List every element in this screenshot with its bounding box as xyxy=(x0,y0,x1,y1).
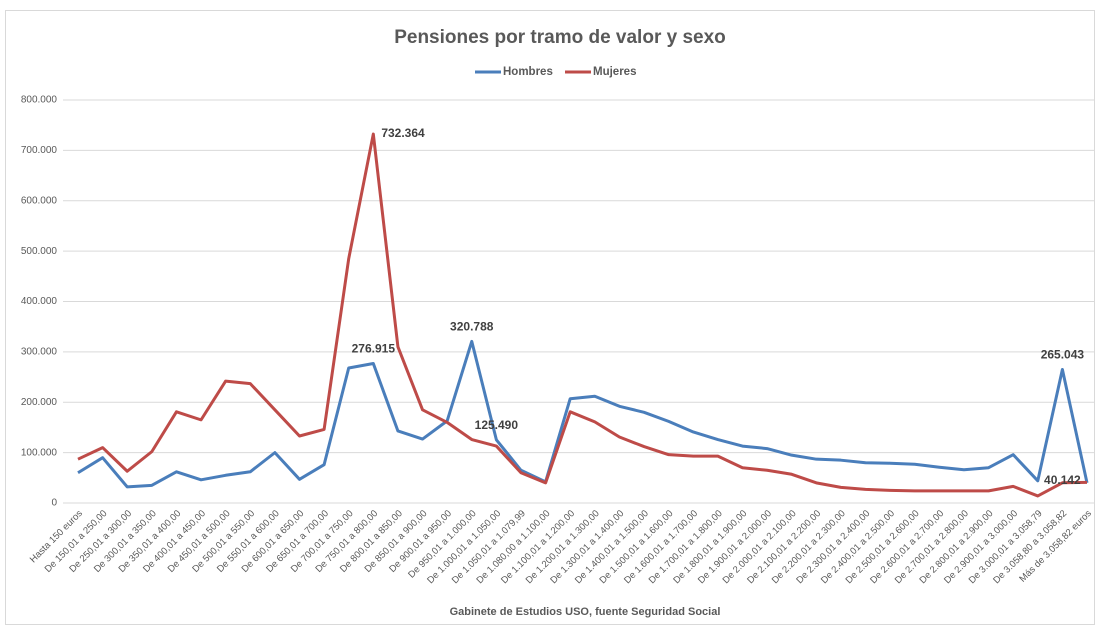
source-note: Gabinete de Estudios USO, fuente Segurid… xyxy=(450,606,721,618)
chart-title: Pensiones por tramo de valor y sexo xyxy=(394,27,726,48)
y-tick-label: 400.000 xyxy=(21,296,58,307)
y-tick-label: 0 xyxy=(51,498,57,509)
data-label: 265.043 xyxy=(1041,348,1085,362)
data-label: 40.142 xyxy=(1044,473,1081,487)
data-label: 732.364 xyxy=(381,126,425,140)
y-tick-label: 100.000 xyxy=(21,447,58,458)
y-tick-label: 600.000 xyxy=(21,195,58,206)
chart-border xyxy=(5,10,1095,625)
y-tick-label: 300.000 xyxy=(21,347,58,358)
series-line xyxy=(77,132,1088,498)
y-tick-label: 500.000 xyxy=(21,246,58,257)
y-tick-label: 700.000 xyxy=(21,145,58,156)
y-tick-label: 200.000 xyxy=(21,397,58,408)
legend-label: Mujeres xyxy=(593,66,636,78)
data-label: 320.788 xyxy=(450,320,494,334)
legend-label: Hombres xyxy=(503,66,553,78)
y-tick-label: 800.000 xyxy=(21,95,58,106)
series-line xyxy=(77,339,1089,489)
data-label: 276.915 xyxy=(352,342,396,356)
data-label: 125.490 xyxy=(475,418,519,432)
